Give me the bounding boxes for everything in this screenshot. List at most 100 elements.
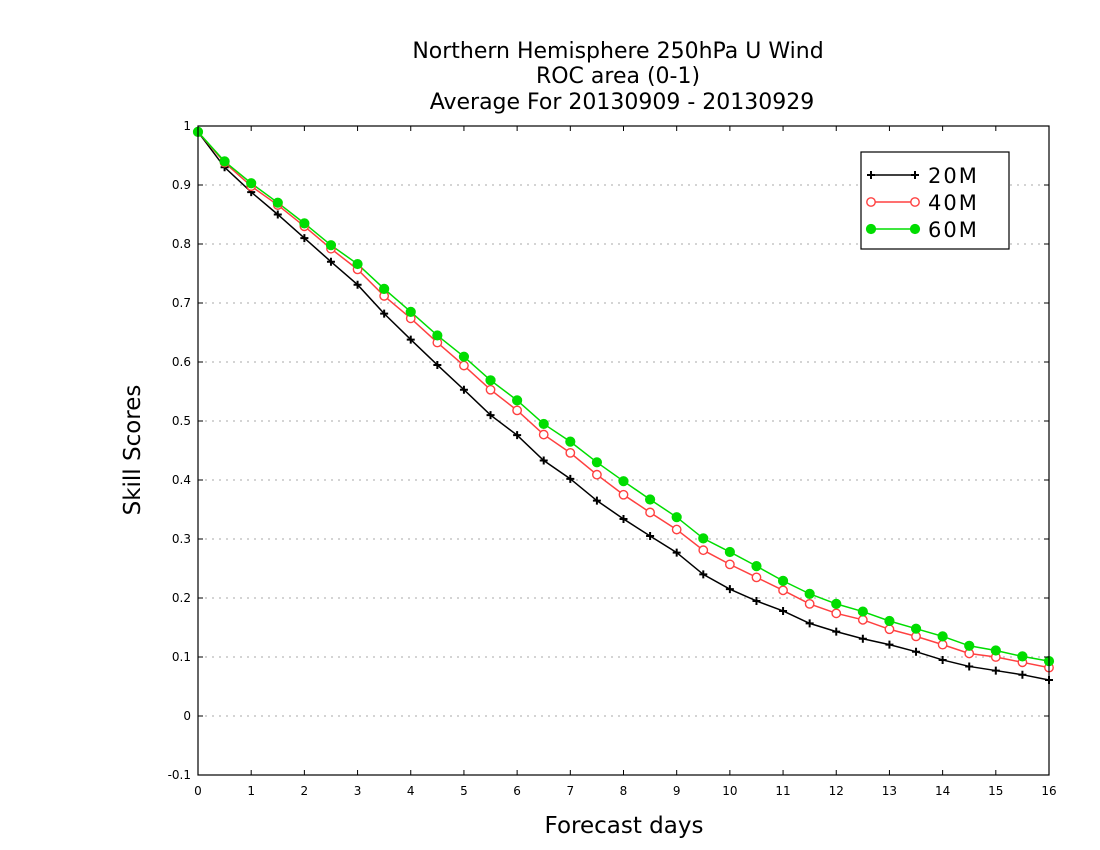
data-point-60m bbox=[644, 494, 656, 505]
x-tick-label: 0 bbox=[194, 784, 202, 798]
data-point-40m bbox=[538, 429, 549, 440]
data-point-60m bbox=[831, 598, 842, 610]
data-point-20m bbox=[725, 585, 734, 594]
legend-label-40m: 40M bbox=[928, 191, 979, 215]
data-point-60m bbox=[512, 395, 523, 406]
x-tick-label: 5 bbox=[460, 784, 468, 798]
data-point-60m bbox=[485, 375, 496, 386]
x-tick-label: 14 bbox=[935, 784, 950, 798]
x-tick-label: 11 bbox=[775, 784, 790, 798]
x-tick-label: 4 bbox=[407, 784, 415, 798]
x-tick-label: 6 bbox=[513, 784, 521, 798]
data-point-60m bbox=[219, 156, 230, 167]
data-point-20m bbox=[912, 647, 921, 656]
data-point-40m bbox=[857, 614, 868, 625]
data-point-20m bbox=[513, 431, 522, 440]
legend-marker-40m bbox=[910, 197, 920, 207]
data-point-60m bbox=[964, 640, 975, 651]
x-tick-label: 13 bbox=[882, 784, 897, 798]
data-point-20m bbox=[965, 662, 974, 671]
data-point-60m bbox=[618, 476, 629, 487]
x-tick-label: 2 bbox=[301, 784, 309, 798]
data-point-20m bbox=[459, 385, 468, 394]
x-tick-label: 3 bbox=[354, 784, 362, 798]
y-axis-ticks: -0.1 0 0.1 0.2 0.3 0.4 0.5 0.6 0.7 0.8 0.9 1 bbox=[168, 119, 1049, 782]
data-point-60m bbox=[299, 218, 310, 229]
data-point-40m bbox=[618, 489, 629, 500]
data-point-60m bbox=[1017, 651, 1028, 662]
data-point-20m bbox=[672, 548, 681, 557]
data-point-20m bbox=[646, 532, 655, 541]
x-tick-label: 7 bbox=[566, 784, 574, 798]
x-tick-label: 8 bbox=[620, 784, 628, 798]
legend-marker-40m bbox=[866, 197, 876, 207]
data-point-20m bbox=[1018, 670, 1027, 679]
legend-marker-20m bbox=[867, 171, 875, 179]
data-point-40m bbox=[724, 559, 735, 570]
data-point-40m bbox=[671, 524, 682, 535]
data-point-20m bbox=[619, 514, 628, 523]
y-tick-label: 0.5 bbox=[172, 414, 191, 428]
data-point-60m bbox=[538, 418, 549, 430]
data-point-60m bbox=[405, 306, 416, 317]
chart-title: Northern Hemisphere 250hPa U Wind ROC ar… bbox=[412, 39, 823, 115]
legend-box bbox=[860, 151, 1010, 250]
x-tick-label: 16 bbox=[1041, 784, 1056, 798]
x-tick-label: 1 bbox=[247, 784, 255, 798]
chart-title-line-3: Average For 20130909 - 20130929 bbox=[430, 90, 815, 115]
legend-marker-60m bbox=[865, 223, 877, 235]
data-point-20m bbox=[779, 606, 788, 615]
data-point-60m bbox=[804, 588, 815, 599]
data-point-60m bbox=[857, 606, 868, 617]
data-point-40m bbox=[592, 469, 602, 480]
data-point-20m bbox=[991, 666, 1000, 675]
y-tick-label: 0.6 bbox=[172, 355, 191, 369]
data-point-60m bbox=[246, 178, 257, 189]
data-point-20m bbox=[938, 655, 947, 664]
y-tick-label: 0.4 bbox=[172, 473, 191, 487]
data-point-60m bbox=[565, 436, 576, 447]
data-point-20m bbox=[273, 210, 282, 219]
data-point-40m bbox=[459, 360, 469, 371]
x-tick-label: 10 bbox=[722, 784, 737, 798]
chart-title-line-1: Northern Hemisphere 250hPa U Wind bbox=[412, 39, 823, 64]
data-point-40m bbox=[565, 447, 576, 458]
series-markers bbox=[192, 126, 1055, 685]
legend-label-20m: 20M bbox=[928, 164, 979, 188]
data-point-40m bbox=[884, 624, 895, 635]
data-point-60m bbox=[379, 283, 390, 294]
data-point-20m bbox=[832, 627, 841, 636]
data-point-40m bbox=[645, 507, 655, 518]
y-tick-label: 0.2 bbox=[172, 591, 191, 605]
data-point-20m bbox=[406, 335, 415, 344]
data-point-20m bbox=[885, 640, 894, 649]
chart-title-line-2: ROC area (0-1) bbox=[536, 64, 700, 89]
legend-marker-60m bbox=[909, 223, 921, 235]
y-tick-label: 0.1 bbox=[172, 650, 191, 664]
y-tick-label: 0.9 bbox=[172, 178, 191, 192]
x-axis-title: Forecast days bbox=[545, 813, 704, 839]
data-point-60m bbox=[777, 575, 789, 586]
data-point-20m bbox=[300, 234, 309, 243]
x-tick-label: 9 bbox=[673, 784, 681, 798]
data-point-40m bbox=[485, 384, 496, 395]
data-point-60m bbox=[990, 645, 1001, 656]
data-point-20m bbox=[486, 411, 495, 420]
data-point-60m bbox=[724, 546, 735, 558]
x-axis-ticks: 0 1 2 3 4 5 6 7 8 9 10 11 12 13 14 15 16 bbox=[194, 126, 1057, 798]
data-point-20m bbox=[752, 596, 761, 605]
data-point-40m bbox=[937, 639, 948, 650]
data-point-20m bbox=[592, 496, 601, 505]
data-point-60m bbox=[591, 457, 603, 468]
data-point-60m bbox=[325, 240, 337, 251]
y-tick-label: 0.3 bbox=[172, 532, 191, 546]
data-point-20m bbox=[539, 456, 548, 465]
data-point-20m bbox=[858, 634, 867, 643]
data-point-20m bbox=[326, 257, 335, 266]
data-point-40m bbox=[831, 608, 842, 619]
data-point-60m bbox=[458, 351, 470, 362]
data-point-60m bbox=[432, 330, 443, 341]
data-point-40m bbox=[804, 599, 815, 609]
legend: 20M 40M 60M bbox=[860, 151, 1010, 250]
